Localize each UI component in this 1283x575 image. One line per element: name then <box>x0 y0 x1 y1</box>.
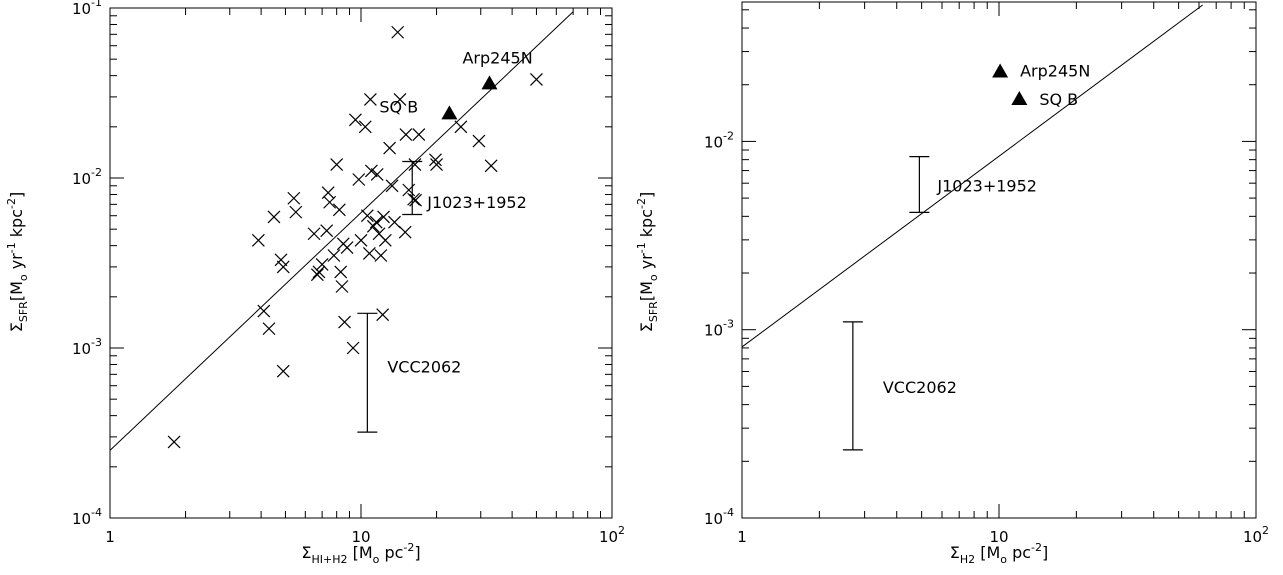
right-panel-chart: 1 10 102 10-4 10-3 10-2 ΣH2​ [Mo​ pc-2​] ΣSFR​[… <box>635 1 1269 566</box>
cross-marker <box>327 249 341 262</box>
triangle-marker <box>441 105 458 120</box>
cross-marker <box>348 113 362 127</box>
x-tick-label: 1 <box>105 528 115 546</box>
cross-marker <box>276 260 290 274</box>
cross-marker <box>287 191 301 205</box>
plot-frame <box>109 7 613 519</box>
y-tick-label: 10-4 <box>704 506 734 528</box>
cross-marker <box>383 141 397 155</box>
cross-marker <box>530 73 543 86</box>
point-label: SQ B <box>379 97 418 116</box>
cross-marker <box>320 224 334 238</box>
x-axis-label: ΣHI+H2​ [Mo​ pc-2​] <box>301 541 420 566</box>
point-label: SQ B <box>1039 90 1078 109</box>
cross-marker <box>360 209 374 223</box>
error-bar-label: J1023+1952 <box>936 176 1037 195</box>
left-panel-chart: 1 10 102 10-4 10-3 10-2 10-1 ΣHI+H2​ [Mo​ pc-2​… <box>5 0 625 566</box>
error-bar-label: J1023+1952 <box>426 193 527 212</box>
cross-marker <box>429 153 442 167</box>
cross-marker <box>393 92 407 106</box>
error-bar <box>402 160 423 216</box>
cross-marker <box>472 134 486 148</box>
triangle-marker <box>992 63 1009 78</box>
error-bar <box>842 321 863 451</box>
error-bar <box>909 156 930 213</box>
cross-marker <box>378 233 392 247</box>
cross-marker <box>274 253 288 267</box>
cross-marker <box>315 258 329 271</box>
x-tick-label: 102 <box>599 524 625 546</box>
y-tick-label: 10-1 <box>72 0 102 18</box>
cross-marker <box>312 265 326 279</box>
plot-frame <box>741 1 1257 519</box>
cross-marker <box>484 159 498 173</box>
cross-marker <box>374 249 388 262</box>
cross-marker <box>167 435 181 449</box>
cross-marker <box>276 364 290 378</box>
cross-marker <box>388 215 401 229</box>
cross-marker <box>334 265 348 279</box>
cross-marker <box>376 308 390 322</box>
point-label: Arp245N <box>462 48 532 67</box>
x-tick-label: 10 <box>351 528 370 546</box>
cross-marker <box>307 227 321 241</box>
cross-marker <box>267 210 281 224</box>
cross-marker <box>363 92 377 106</box>
cross-marker <box>354 233 368 247</box>
cross-marker <box>289 205 303 219</box>
cross-marker <box>408 158 422 171</box>
x-tick-label: 1 <box>737 528 747 546</box>
cross-marker <box>310 268 324 282</box>
y-tick-label: 10-3 <box>704 318 734 340</box>
cross-marker <box>340 241 354 254</box>
cross-marker <box>391 25 405 39</box>
cross-marker <box>454 120 468 134</box>
cross-marker <box>362 247 376 260</box>
point-label: Arp245N <box>1020 62 1090 81</box>
y-tick-label: 10-2 <box>704 129 734 151</box>
cross-marker <box>358 120 372 134</box>
cross-marker <box>330 158 344 171</box>
y-axis-label: ΣSFR​[Mo​ yr-1​ kpc-2​] <box>635 192 660 332</box>
cross-marker <box>332 203 346 217</box>
cross-marker <box>399 128 413 142</box>
cross-marker <box>262 322 276 336</box>
cross-marker <box>370 167 384 181</box>
x-tick-label: 10 <box>989 528 1008 546</box>
fit-line <box>109 11 574 451</box>
error-bar <box>357 312 378 433</box>
y-tick-label: 10-2 <box>72 166 102 188</box>
cross-marker <box>385 179 399 193</box>
y-tick-label: 10-4 <box>72 506 102 528</box>
error-bar-label: VCC2062 <box>387 358 461 377</box>
y-axis-label: ΣSFR​[Mo​ yr-1​ kpc-2​] <box>5 192 30 332</box>
cross-marker <box>412 128 426 142</box>
cross-marker <box>409 193 423 207</box>
cross-marker <box>364 164 378 178</box>
cross-marker <box>407 192 421 206</box>
cross-marker <box>338 315 351 329</box>
error-bar-label: VCC2062 <box>883 378 957 397</box>
cross-marker <box>251 233 265 247</box>
cross-marker <box>369 215 383 229</box>
cross-marker <box>377 210 390 224</box>
cross-marker <box>346 341 360 355</box>
cross-marker <box>430 158 443 171</box>
cross-marker <box>257 304 271 318</box>
cross-marker <box>398 225 412 239</box>
cross-marker <box>366 219 380 233</box>
x-axis-label: ΣH2​ [Mo​ pc-2​] <box>950 541 1049 566</box>
cross-marker <box>323 195 337 209</box>
x-tick-label: 102 <box>1243 524 1269 546</box>
fit-line <box>741 4 1203 348</box>
triangle-marker <box>1011 90 1028 105</box>
y-tick-label: 10-3 <box>72 336 102 358</box>
cross-marker <box>352 173 366 186</box>
triangle-marker <box>481 75 498 90</box>
cross-marker <box>335 280 349 293</box>
